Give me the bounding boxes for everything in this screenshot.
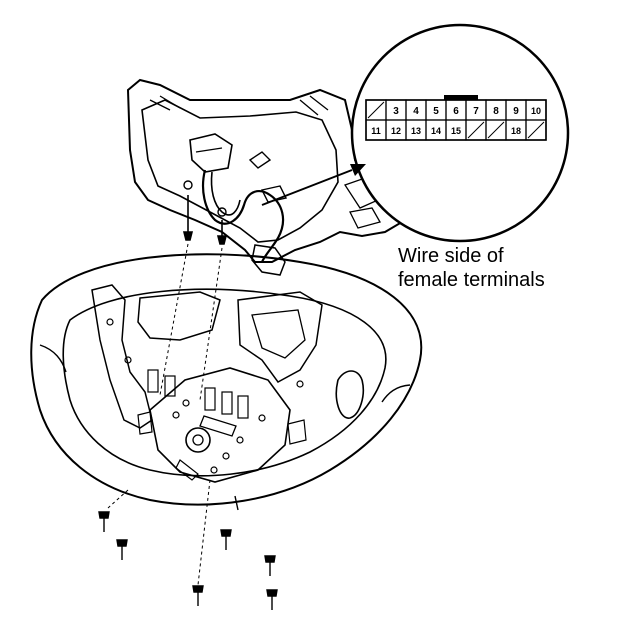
terminal-number: 9	[513, 106, 519, 117]
terminal-empty-mark	[487, 121, 505, 139]
terminal-number: 3	[393, 106, 399, 117]
terminal-number: 15	[451, 126, 461, 136]
terminal-cell	[525, 119, 547, 141]
terminal-number: 10	[531, 106, 541, 116]
steering-wheel	[30, 253, 423, 511]
mounting-screws	[98, 511, 278, 610]
callout-caption: Wire side of female terminals	[398, 244, 545, 292]
caption-line-1: Wire side of	[398, 245, 504, 267]
terminal-empty-mark	[527, 121, 545, 139]
rear-cover	[126, 78, 404, 276]
caption-line-2: female terminals	[398, 269, 545, 291]
terminal-number: 7	[473, 106, 479, 117]
terminal-empty-mark	[467, 121, 485, 139]
terminal-number: 8	[493, 106, 499, 117]
terminal-empty-mark	[367, 101, 385, 119]
cover-screws	[182, 195, 228, 245]
connector-terminal-grid: 3 4 5 6 7 8 9 10 11 12 13 14 15 18	[365, 99, 547, 141]
terminal-number: 4	[413, 106, 419, 117]
terminal-number: 5	[433, 106, 439, 117]
terminal-number: 6	[453, 106, 459, 117]
terminal-number: 18	[511, 126, 521, 136]
terminal-number: 13	[411, 126, 421, 136]
alignment-lines	[107, 243, 223, 586]
terminal-number: 11	[371, 126, 381, 136]
terminal-number: 14	[431, 126, 441, 136]
connector-callout: 3 4 5 6 7 8 9 10 11 12 13 14 15 18	[261, 23, 570, 243]
terminal-number: 12	[391, 126, 401, 136]
